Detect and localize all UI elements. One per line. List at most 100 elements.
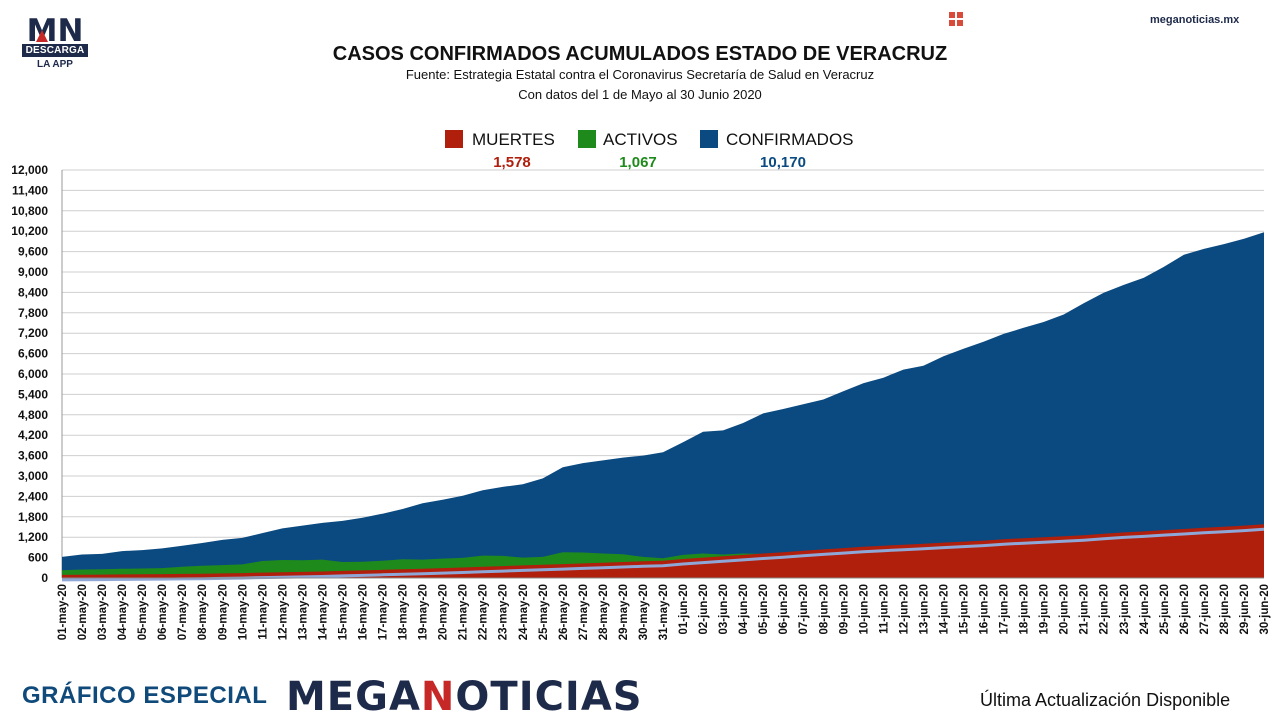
x-tick-label: 30-may-20 — [638, 584, 650, 640]
x-tick-label: 06-may-20 — [157, 584, 169, 640]
legend-label-confirmados: CONFIRMADOS — [726, 130, 854, 149]
x-tick-label: 16-may-20 — [358, 584, 370, 640]
x-tick-label: 27-may-20 — [578, 584, 590, 640]
x-tick-label: 08-may-20 — [197, 584, 209, 640]
x-tick-label: 22-jun-20 — [1099, 584, 1111, 635]
x-tick-label: 17-may-20 — [378, 584, 390, 640]
x-tick-label: 11-jun-20 — [878, 584, 890, 634]
x-tick-label: 16-jun-20 — [979, 584, 991, 635]
x-tick-label: 12-may-20 — [277, 584, 289, 640]
x-tick-label: 29-jun-20 — [1239, 584, 1251, 635]
y-tick-label: 10,200 — [11, 224, 48, 238]
y-tick-label: 2,400 — [18, 489, 48, 503]
area-muertes — [62, 524, 1264, 578]
x-tick-label: 21-may-20 — [458, 584, 470, 640]
x-tick-label: 06-jun-20 — [778, 584, 790, 635]
y-tick-label: 1,200 — [18, 530, 48, 544]
legend-swatch-confirmados — [700, 130, 718, 148]
x-tick-label: 31-may-20 — [658, 584, 670, 640]
x-tick-label: 25-jun-20 — [1159, 584, 1171, 635]
area-chart: MUERTES 1,578 ACTIVOS 1,067 CONFIRMADOS 10,17… — [11, 130, 1271, 640]
logo-letters: MN — [27, 13, 84, 44]
y-tick-label: 5,400 — [18, 387, 48, 401]
y-tick-label: 9,600 — [18, 245, 48, 259]
x-tick-label: 26-may-20 — [558, 584, 570, 640]
y-tick-label: 12,000 — [11, 163, 48, 177]
area-confirmados — [62, 232, 1264, 578]
x-tick-label: 24-jun-20 — [1139, 584, 1151, 635]
x-tick-label: 24-may-20 — [518, 584, 530, 640]
x-tick-label: 05-may-20 — [137, 584, 149, 640]
y-tick-label: 7,800 — [18, 306, 48, 320]
logo-app-label: LA APP — [37, 59, 73, 70]
chart-title: CASOS CONFIRMADOS ACUMULADOS ESTADO DE V… — [332, 43, 948, 65]
footer-brand-accent: N — [420, 674, 456, 720]
x-tick-label: 20-may-20 — [438, 584, 450, 640]
x-tick-label: 15-jun-20 — [959, 584, 971, 635]
x-tick-label: 15-may-20 — [337, 584, 349, 640]
x-tick-label: 04-may-20 — [117, 584, 129, 640]
y-tick-label: 1,800 — [18, 510, 48, 524]
x-tick-label: 19-may-20 — [418, 584, 430, 640]
logo-band: DESCARGA — [22, 44, 88, 57]
y-tick-label: 600 — [28, 551, 48, 565]
x-tick-label: 23-may-20 — [498, 584, 510, 640]
x-tick-label: 01-jun-20 — [678, 584, 690, 635]
grid-icon[interactable] — [948, 11, 964, 27]
x-tick-label: 23-jun-20 — [1119, 584, 1131, 635]
x-tick-label: 10-jun-20 — [858, 584, 870, 635]
x-tick-label: 11-may-20 — [257, 584, 269, 640]
logo-accent-shape — [36, 30, 48, 42]
y-tick-label: 9,000 — [18, 265, 48, 279]
x-tick-label: 28-may-20 — [598, 584, 610, 640]
x-tick-label: 10-may-20 — [237, 584, 249, 640]
legend-total-muertes: 1,578 — [493, 154, 531, 171]
x-tick-label: 14-may-20 — [317, 584, 329, 640]
footer-brand-part1: MEGA — [286, 674, 421, 720]
x-tick-label: 18-may-20 — [398, 584, 410, 640]
x-tick-label: 02-jun-20 — [698, 584, 710, 635]
x-tick-label: 13-may-20 — [297, 584, 309, 640]
y-tick-label: 6,600 — [18, 347, 48, 361]
footer-update-note: Última Actualización Disponible — [980, 690, 1231, 710]
chart-source: Fuente: Estrategia Estatal contra el Cor… — [405, 67, 875, 82]
meganoticias-logo[interactable]: MN DESCARGA LA APP — [22, 12, 88, 70]
y-tick-label: 10,800 — [11, 204, 48, 218]
x-tick-label: 07-jun-20 — [798, 584, 810, 635]
y-tick-label: 3,600 — [18, 449, 48, 463]
legend-label-activos: ACTIVOS — [603, 130, 678, 149]
y-tick-label: 3,000 — [18, 469, 48, 483]
x-tick-label: 27-jun-20 — [1199, 584, 1211, 635]
x-tick-label: 21-jun-20 — [1079, 584, 1091, 635]
footer-label: GRÁFICO ESPECIAL — [22, 682, 268, 709]
x-tick-label: 04-jun-20 — [738, 584, 750, 635]
y-tick-label: 8,400 — [18, 285, 48, 299]
x-tick-label: 07-may-20 — [177, 584, 189, 640]
x-tick-label: 13-jun-20 — [918, 584, 930, 635]
x-tick-label: 08-jun-20 — [818, 584, 830, 635]
site-url[interactable]: meganoticias.mx — [1150, 14, 1240, 26]
legend-total-activos: 1,067 — [619, 154, 657, 171]
x-tick-label: 09-may-20 — [217, 584, 229, 640]
legend-swatch-muertes — [445, 130, 463, 148]
x-tick-label: 02-may-20 — [77, 584, 89, 640]
x-tick-label: 01-may-20 — [57, 584, 69, 640]
x-tick-label: 19-jun-20 — [1039, 584, 1051, 635]
y-tick-label: 7,200 — [18, 326, 48, 340]
y-tick-label: 4,200 — [18, 428, 48, 442]
y-tick-label: 0 — [41, 571, 48, 585]
legend-label-muertes: MUERTES — [472, 130, 555, 149]
x-tick-label: 03-jun-20 — [718, 584, 730, 635]
mn-logo-mark: MN — [27, 13, 84, 44]
x-tick-label: 28-jun-20 — [1219, 584, 1231, 635]
x-tick-label: 25-may-20 — [538, 584, 550, 640]
chart-date-range: Con datos del 1 de Mayo al 30 Junio 2020 — [518, 87, 762, 102]
footer-brand-part2: OTICIAS — [455, 674, 643, 720]
y-tick-label: 4,800 — [18, 408, 48, 422]
x-tick-label: 18-jun-20 — [1019, 584, 1031, 635]
footer-brand: MEGANOTICIAS — [286, 674, 643, 720]
x-tick-label: 05-jun-20 — [758, 584, 770, 635]
x-tick-label: 26-jun-20 — [1179, 584, 1191, 635]
x-tick-label: 22-may-20 — [478, 584, 490, 640]
x-tick-label: 14-jun-20 — [938, 584, 950, 635]
